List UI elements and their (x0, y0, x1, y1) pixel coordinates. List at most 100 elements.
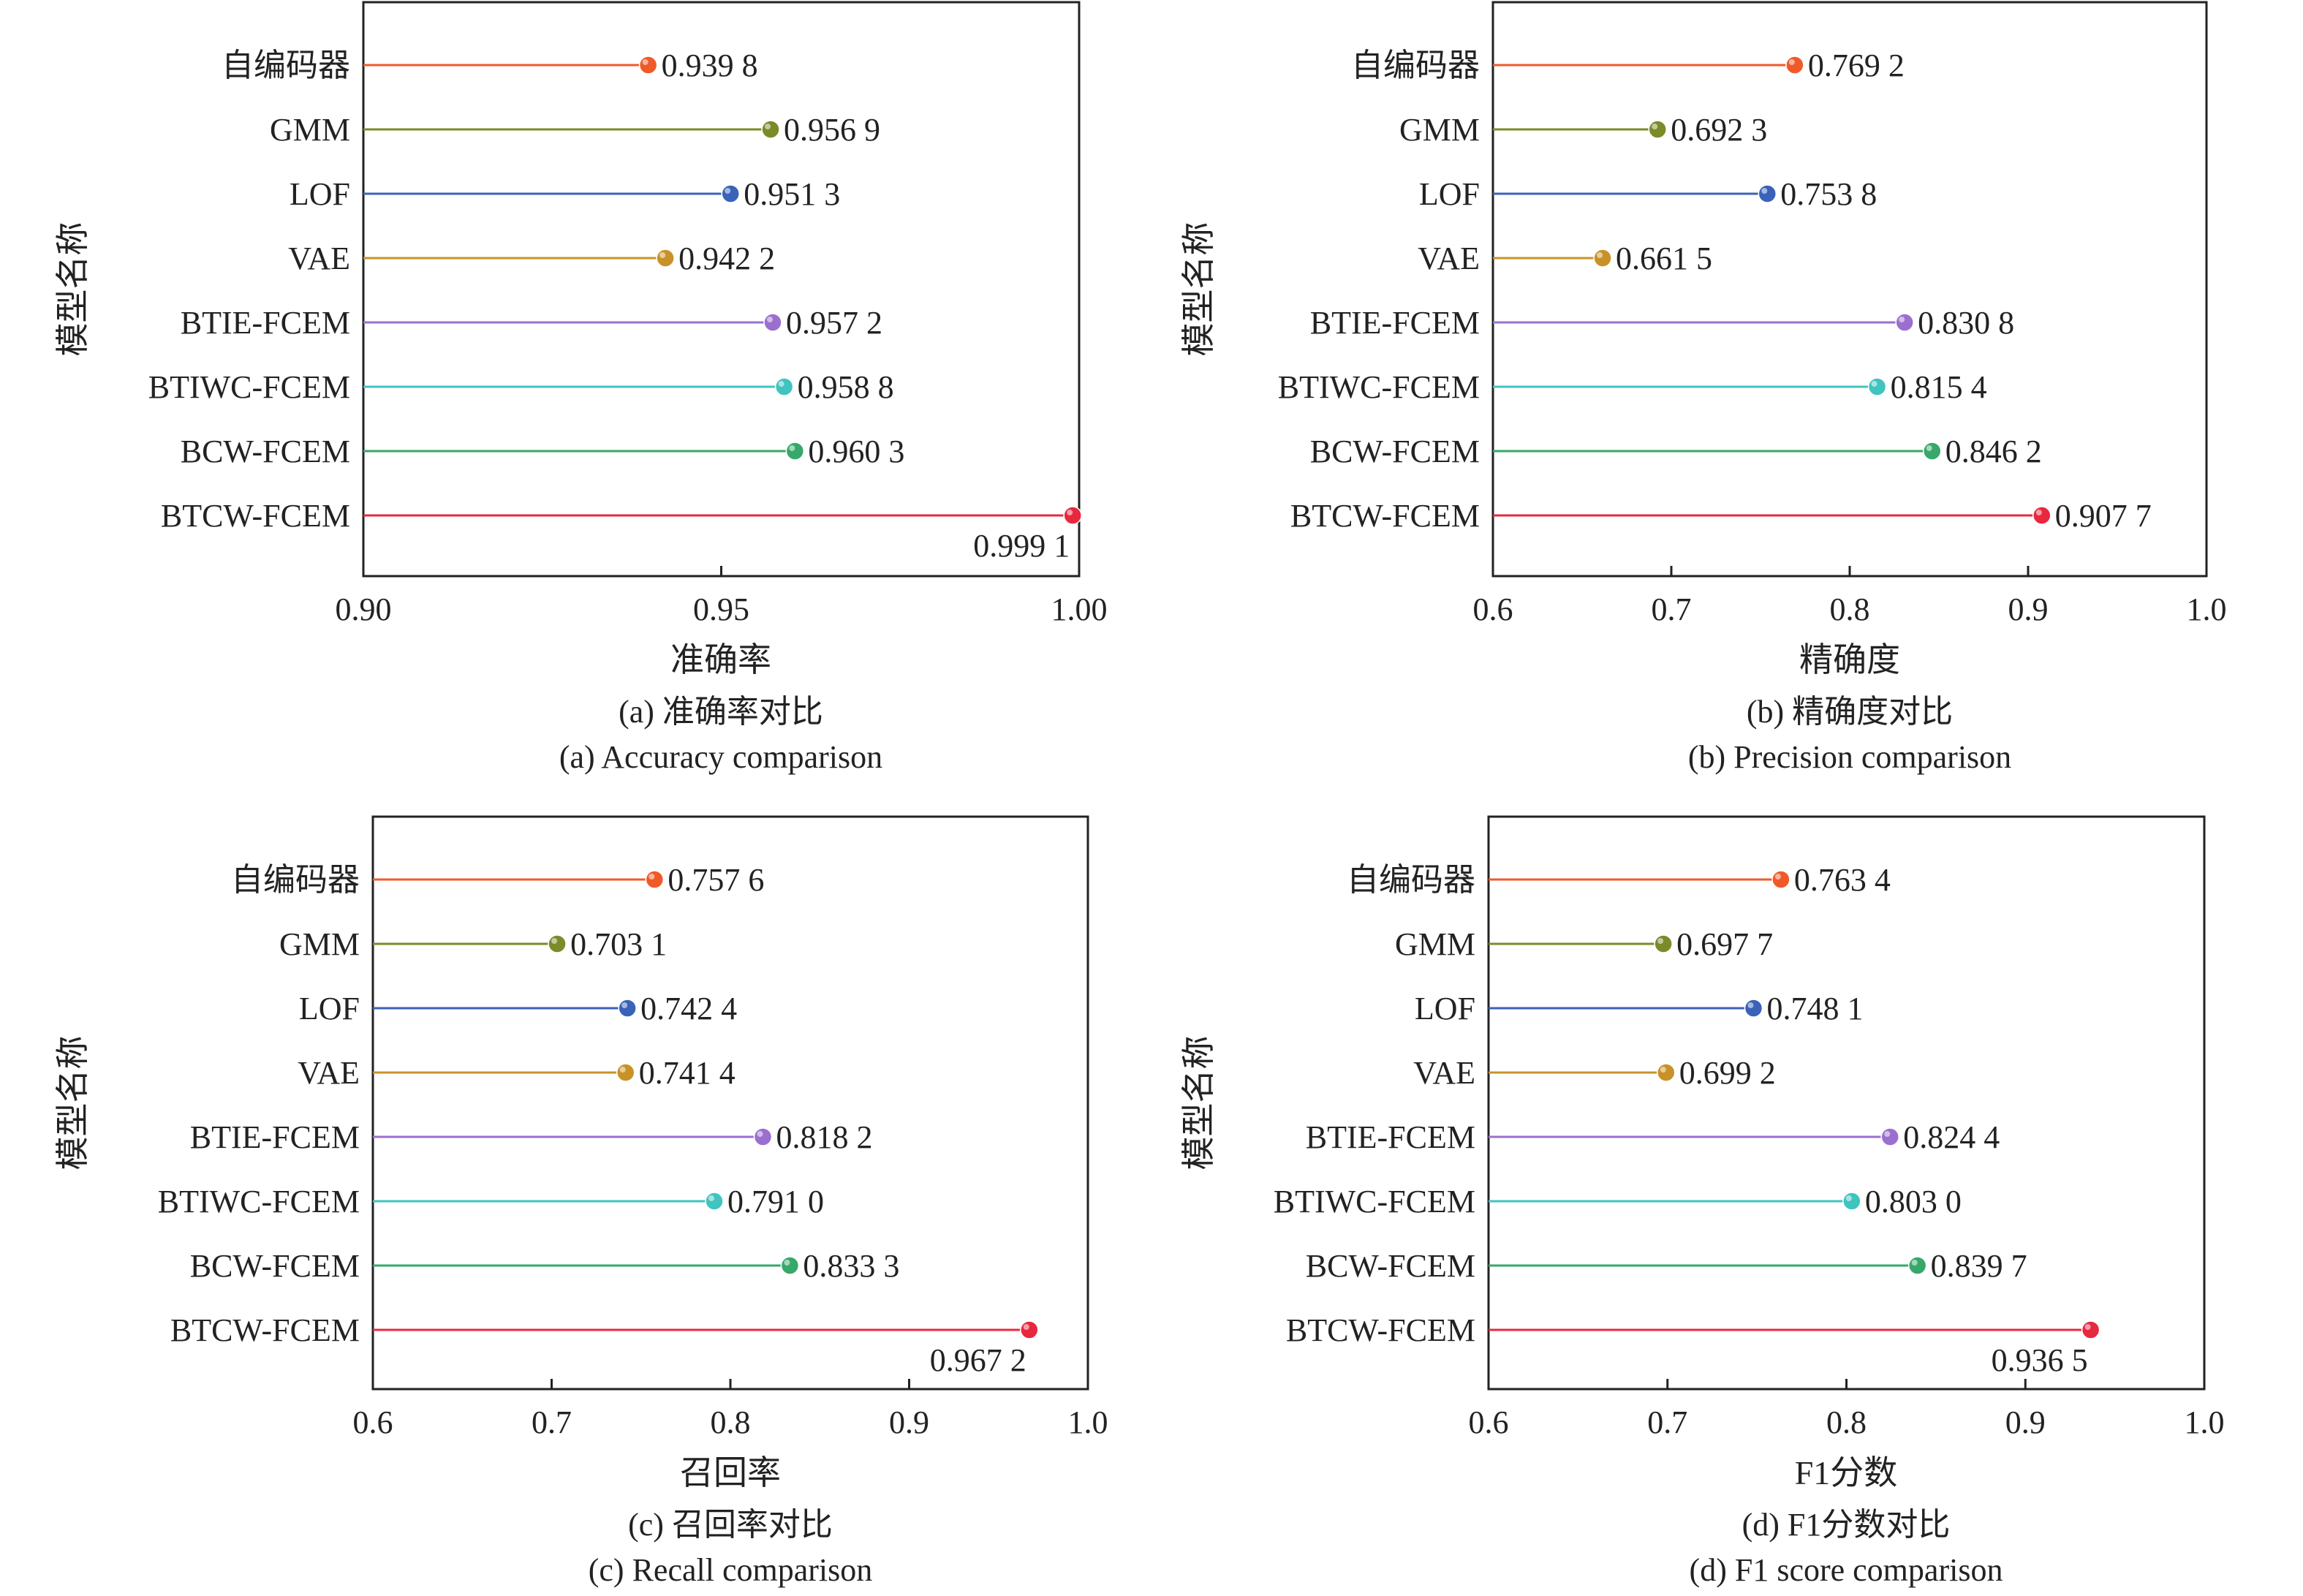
marker-highlight (765, 124, 771, 129)
marker-highlight (1761, 188, 1768, 194)
value-label: 0.769 2 (1808, 48, 1905, 83)
lollipop-marker (1922, 442, 1942, 461)
model-label: BCW-FCEM (1306, 1248, 1475, 1284)
marker-highlight (1926, 445, 1932, 451)
model-label: LOF (1415, 991, 1475, 1026)
marker-highlight (725, 188, 731, 194)
model-label: BTIE-FCEM (181, 305, 350, 341)
model-label: BTIWC-FCEM (1278, 369, 1480, 405)
caption-en: (a) Accuracy comparison (559, 739, 882, 775)
lollipop-marker (705, 1192, 724, 1211)
value-label: 0.958 8 (798, 369, 894, 405)
marker-highlight (1747, 1002, 1754, 1008)
lollipop-marker (1758, 184, 1777, 203)
lollipop-marker (721, 184, 740, 203)
value-label: 0.960 3 (808, 434, 904, 469)
value-label: 0.818 2 (776, 1119, 872, 1155)
plot-frame (371, 815, 1089, 1391)
x-tick-label: 0.9 (889, 1404, 929, 1440)
x-axis-title: F1分数 (1795, 1454, 1898, 1491)
marker-highlight (1652, 124, 1658, 129)
value-label: 0.957 2 (786, 305, 882, 341)
model-label: BTIWC-FCEM (158, 1184, 360, 1219)
plot-frame (1491, 1, 2208, 578)
x-tick-label: 0.7 (1652, 591, 1692, 627)
y-axis-title: 模型名称 (1180, 222, 1217, 357)
marker-highlight (1597, 252, 1603, 258)
lollipop-marker (1020, 1320, 1039, 1339)
lollipop-marker (2081, 1320, 2100, 1339)
x-tick-label: 0.9 (2005, 1404, 2046, 1440)
value-label: 0.942 2 (678, 241, 775, 276)
x-tick-label: 0.8 (711, 1404, 751, 1440)
model-label: 自编码器 (1347, 862, 1475, 898)
x-tick-label: 0.95 (693, 591, 749, 627)
x-tick-label: 0.6 (353, 1404, 393, 1440)
model-label: VAE (298, 1055, 360, 1091)
x-axis-title: 准确率 (670, 641, 771, 678)
x-tick-label: 0.6 (1469, 1404, 1509, 1440)
y-axis-title: 模型名称 (54, 222, 91, 357)
model-label: GMM (279, 926, 360, 962)
model-label: BTCW-FCEM (161, 498, 350, 534)
caption-cn: (c) 召回率对比 (628, 1507, 833, 1543)
marker-highlight (789, 445, 795, 451)
x-axis-title: 召回率 (680, 1454, 781, 1491)
value-label: 0.748 1 (1766, 991, 1863, 1026)
lollipop-marker (618, 999, 637, 1018)
value-label: 0.967 2 (930, 1342, 1026, 1378)
lollipop-marker (763, 313, 782, 332)
marker-highlight (1911, 1260, 1918, 1266)
panel-c: 自编码器 0.757 6 GMM 0.703 1 LOF 0.742 4 VAE 0.741 … (54, 815, 1108, 1588)
model-label: GMM (270, 112, 350, 148)
model-label: BTIE-FCEM (1306, 1119, 1475, 1155)
caption-cn: (d) F1分数对比 (1742, 1507, 1951, 1543)
marker-highlight (1660, 1067, 1666, 1073)
plot-frame (362, 1, 1081, 578)
value-label: 0.830 8 (1918, 305, 2014, 341)
value-label: 0.742 4 (640, 991, 737, 1026)
value-label: 0.791 0 (727, 1184, 824, 1219)
lollipop-marker (785, 442, 805, 461)
model-label: BTCW-FCEM (170, 1312, 360, 1348)
model-label: 自编码器 (1351, 48, 1480, 83)
marker-highlight (784, 1260, 790, 1266)
marker-highlight (621, 1002, 628, 1008)
value-label: 0.999 1 (973, 528, 1070, 564)
caption-en: (c) Recall comparison (589, 1552, 873, 1588)
marker-highlight (766, 317, 773, 322)
lollipop-marker (616, 1063, 635, 1082)
model-label: GMM (1399, 112, 1480, 148)
model-label: LOF (299, 991, 360, 1026)
lollipop-marker (780, 1256, 800, 1275)
model-label: BCW-FCEM (181, 434, 350, 469)
model-label: VAE (1413, 1055, 1475, 1091)
model-label: LOF (290, 176, 350, 212)
value-label: 0.753 8 (1780, 176, 1877, 212)
value-label: 0.839 7 (1931, 1248, 2027, 1284)
x-tick-label: 1.00 (1051, 591, 1108, 627)
marker-highlight (1845, 1195, 1852, 1201)
value-label: 0.803 0 (1865, 1184, 1962, 1219)
value-label: 0.815 4 (1891, 369, 1987, 405)
marker-highlight (619, 1067, 626, 1073)
lollipop-marker (761, 120, 780, 139)
x-tick-label: 1.0 (1068, 1404, 1108, 1440)
value-label: 0.763 4 (1794, 862, 1891, 898)
marker-highlight (1871, 381, 1877, 387)
model-label: BTCW-FCEM (1286, 1312, 1475, 1348)
marker-highlight (1788, 59, 1795, 65)
x-tick-label: 0.7 (1647, 1404, 1687, 1440)
marker-highlight (642, 59, 648, 65)
y-axis-title: 模型名称 (54, 1036, 91, 1170)
marker-highlight (659, 252, 666, 258)
marker-highlight (1774, 874, 1781, 880)
value-label: 0.846 2 (1945, 434, 2042, 469)
value-label: 0.951 3 (744, 176, 840, 212)
model-label: LOF (1419, 176, 1480, 212)
value-label: 0.936 5 (1992, 1342, 2088, 1378)
value-label: 0.833 3 (803, 1248, 899, 1284)
y-axis-title: 模型名称 (1180, 1036, 1217, 1170)
model-label: BCW-FCEM (1310, 434, 1480, 469)
x-tick-label: 1.0 (2187, 591, 2227, 627)
